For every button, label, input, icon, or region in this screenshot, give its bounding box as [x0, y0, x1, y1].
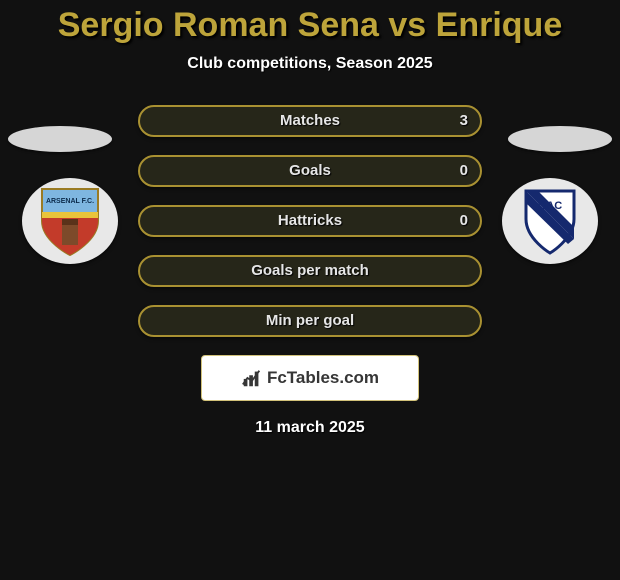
page-title: Sergio Roman Sena vs Enrique [0, 0, 620, 45]
stat-pill-goals-per-match: Goals per match [138, 255, 482, 287]
brand-text: FcTables.com [267, 368, 379, 388]
stat-label: Goals [140, 157, 480, 185]
date-text: 11 march 2025 [0, 419, 620, 437]
comparison-card: Sergio Roman Sena vs Enrique Club compet… [0, 0, 620, 580]
stat-label: Min per goal [140, 307, 480, 335]
stat-pill-min-per-goal: Min per goal [138, 305, 482, 337]
stat-label: Hattricks [140, 207, 480, 235]
stat-value-right: 3 [460, 107, 468, 135]
brand-box[interactable]: FcTables.com [201, 355, 419, 401]
stat-label: Matches [140, 107, 480, 135]
subtitle: Club competitions, Season 2025 [0, 55, 620, 73]
stat-pill-matches: Matches 3 [138, 105, 482, 137]
chart-bar-icon [241, 367, 263, 389]
stat-pill-hattricks: Hattricks 0 [138, 205, 482, 237]
stat-value-right: 0 [460, 207, 468, 235]
stat-label: Goals per match [140, 257, 480, 285]
stat-value-right: 0 [460, 157, 468, 185]
stats-area: Matches 3 Goals 0 Hattricks 0 Goals per … [0, 105, 620, 437]
stat-pill-goals: Goals 0 [138, 155, 482, 187]
